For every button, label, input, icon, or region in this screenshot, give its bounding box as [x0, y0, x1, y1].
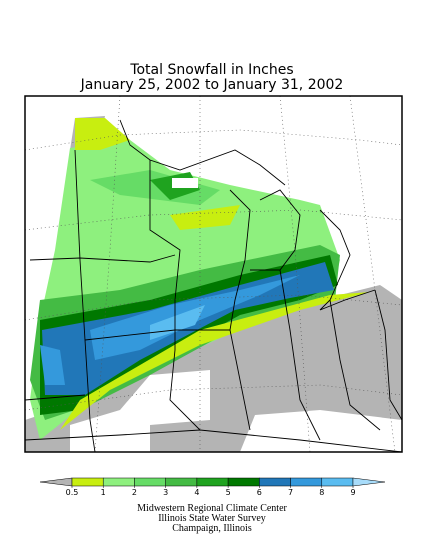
colorbar-tick-label: 0.5 — [66, 488, 79, 497]
colorbar-bin — [227, 477, 260, 487]
colorbar-bin — [165, 477, 198, 487]
colorbar-tick-label: 3 — [163, 488, 168, 497]
colorbar: 0.5 1 2 3 4 5 6 7 8 9 — [39, 477, 386, 497]
colorbar-bin — [196, 477, 229, 487]
state-border — [25, 429, 402, 452]
state-border — [25, 394, 86, 401]
colorbar-tick-label: 9 — [350, 488, 355, 497]
map-frame — [24, 95, 403, 453]
white-patch — [70, 370, 210, 452]
colorbar-bin — [290, 477, 323, 487]
colorbar-tick-label: 6 — [257, 488, 262, 497]
credit-line: Illinois State Water Survey — [158, 513, 266, 524]
border — [119, 119, 286, 186]
snow-0.5-1 — [75, 118, 130, 150]
colorbar-bin — [102, 477, 135, 487]
state-border — [329, 299, 381, 431]
snow-2-3 — [90, 170, 220, 205]
colorbar-tick-label: 5 — [226, 488, 231, 497]
colorbar-tick-label: 7 — [288, 488, 293, 497]
colorbar-bin — [71, 477, 104, 487]
colorbar-bin — [134, 477, 166, 487]
snow-6-7 — [42, 262, 334, 395]
title-line-1: Total Snowfall in Inches — [129, 62, 293, 78]
state-border — [149, 160, 201, 431]
snow-7-8 — [40, 345, 65, 385]
grid-line — [25, 209, 402, 231]
colorbar-high-end — [352, 477, 386, 487]
white-patch — [240, 410, 402, 452]
colorbar-bin — [321, 477, 354, 487]
state-border — [374, 289, 402, 421]
state-border — [84, 329, 230, 341]
title-line-2: January 25, 2002 to January 31, 2002 — [80, 77, 344, 93]
grid-line — [25, 129, 402, 151]
colorbar-tick-label: 1 — [101, 488, 106, 497]
snow-0.5-1 — [170, 205, 240, 230]
colorbar-tick-label: 2 — [132, 488, 137, 497]
credit-line: Midwestern Regional Climate Center — [137, 503, 287, 514]
state-border — [29, 254, 176, 263]
colorbar-low-end — [39, 477, 73, 487]
michigan-border — [250, 189, 301, 271]
credit-line: Champaign, Illinois — [172, 523, 252, 534]
state-border — [279, 269, 321, 441]
colorbar-tick-label: 8 — [319, 488, 324, 497]
colorbar-tick-label: 4 — [194, 488, 199, 497]
lake-michigan — [229, 189, 251, 431]
white-patch — [172, 178, 198, 188]
map — [24, 95, 403, 453]
colorbar-bin — [259, 477, 291, 487]
